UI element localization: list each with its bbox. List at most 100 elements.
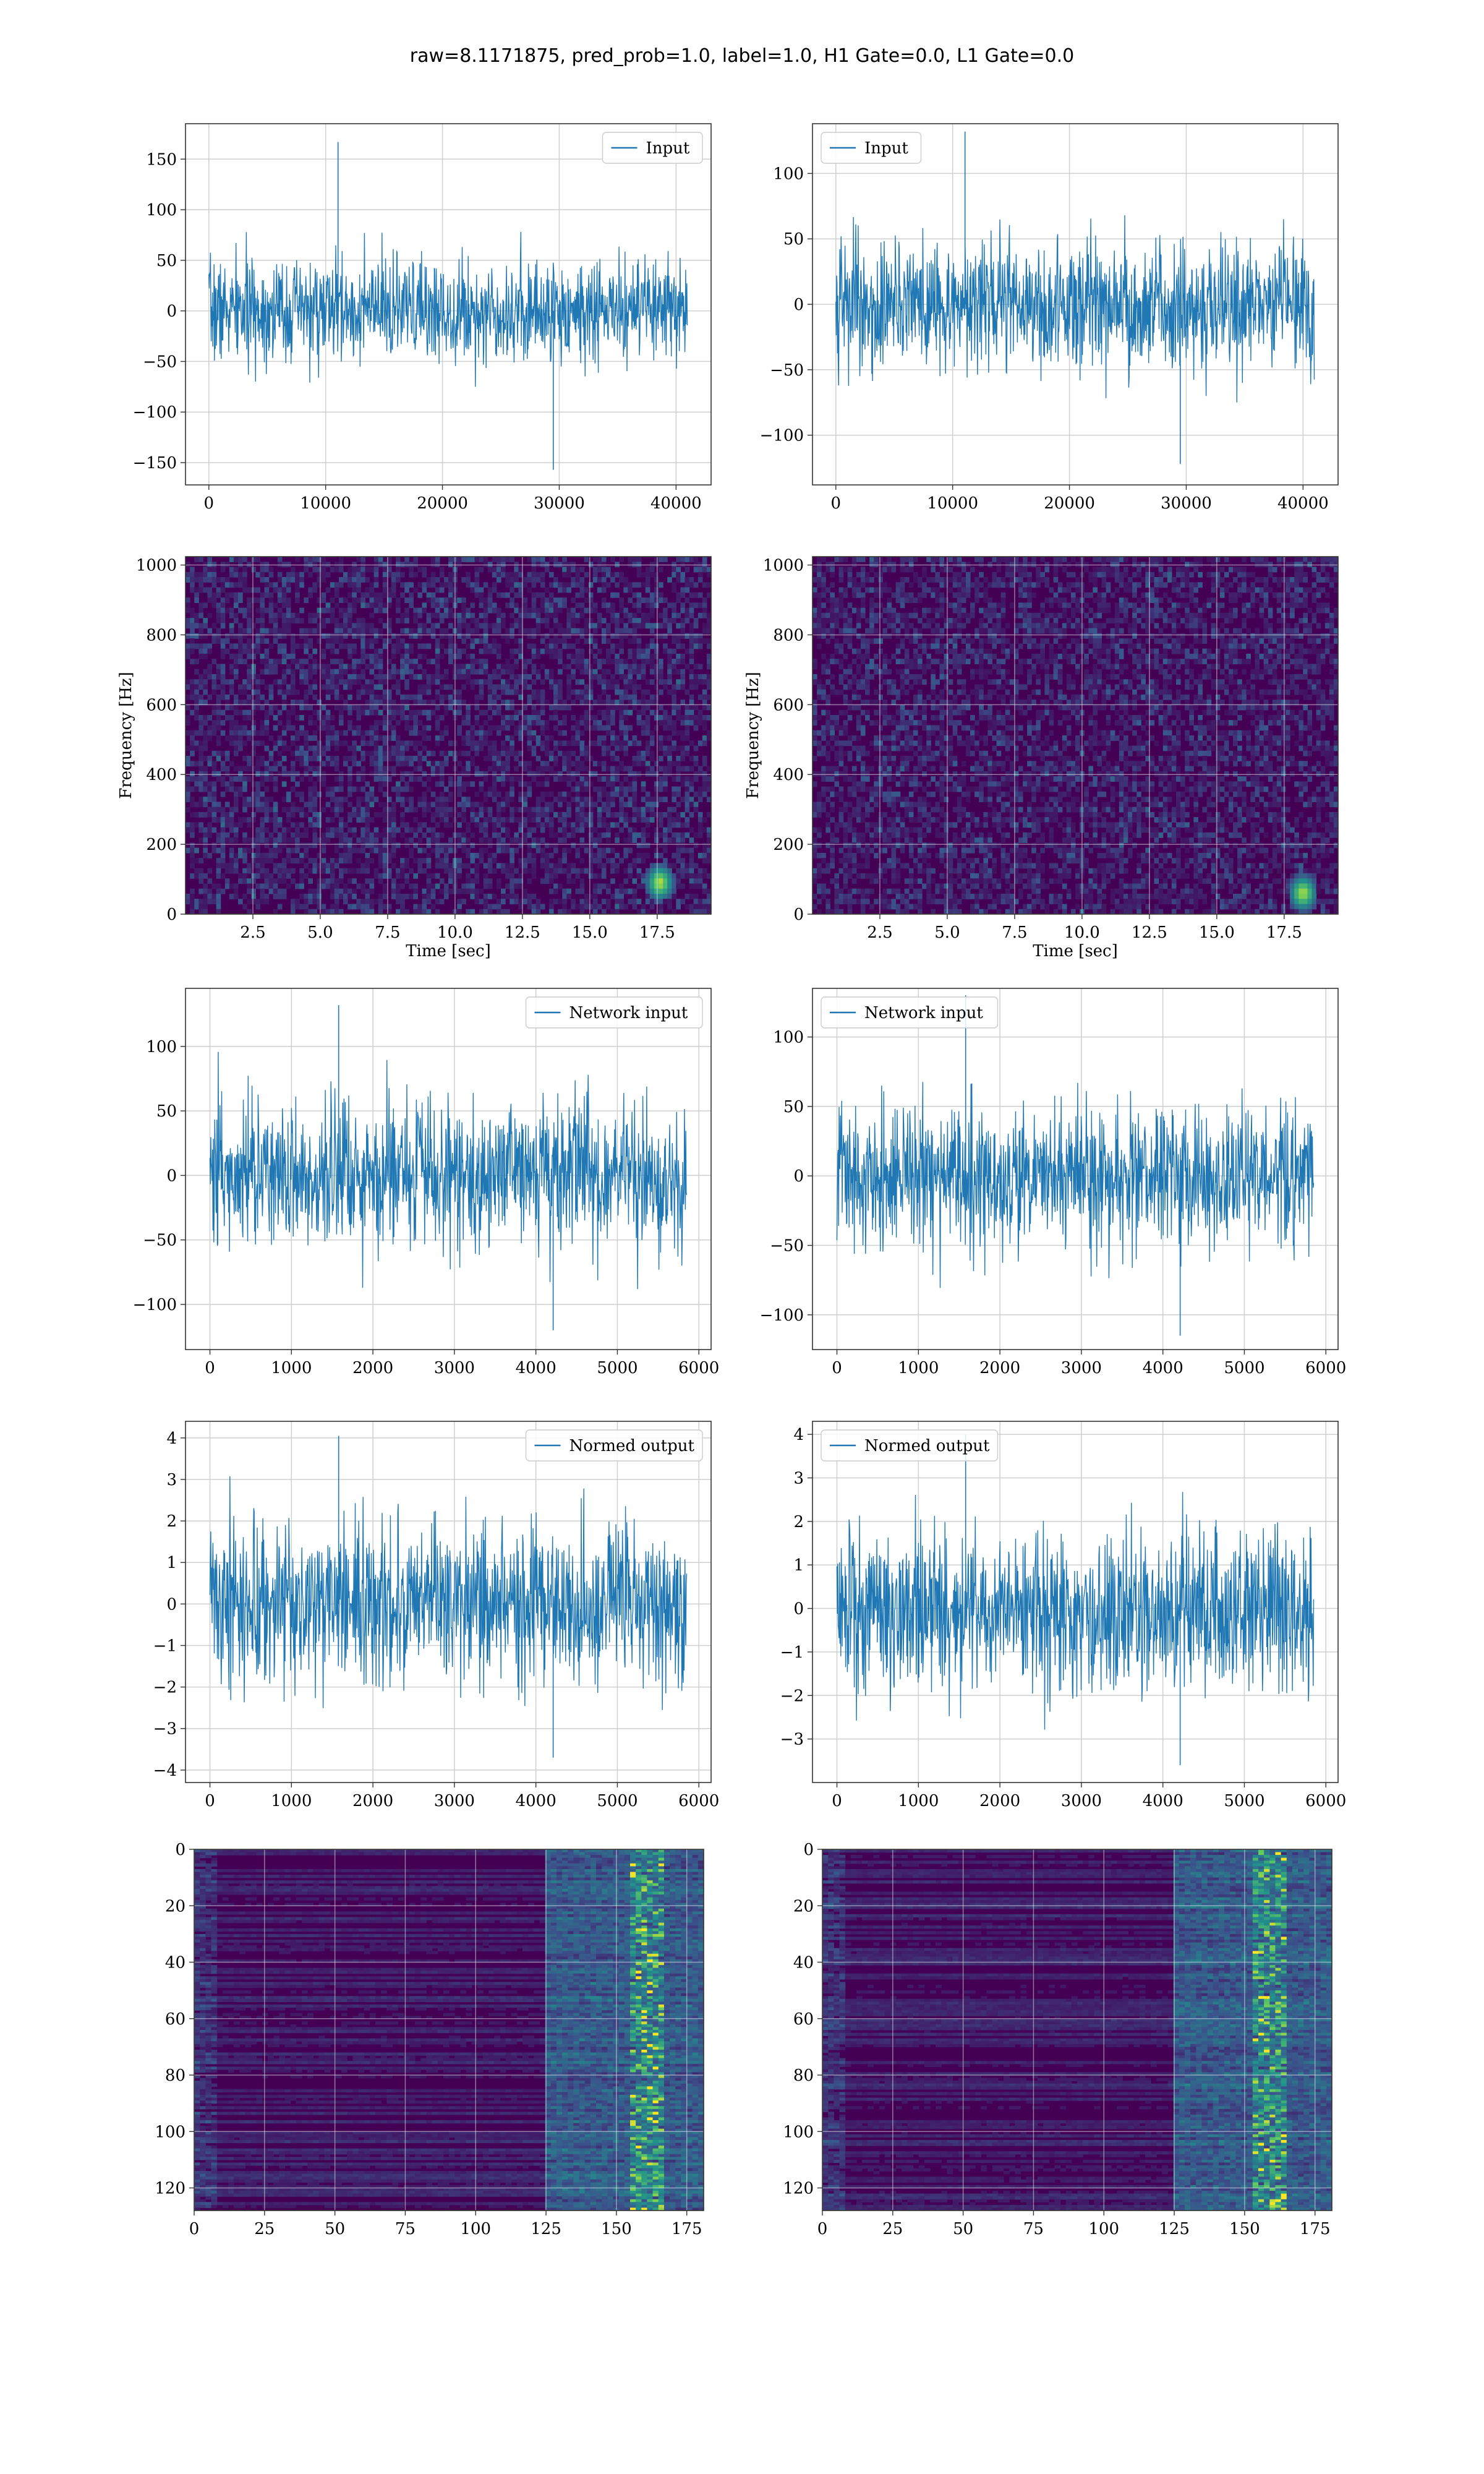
- y-tick-label: −4: [153, 1761, 177, 1780]
- x-tick-label: 125: [531, 2220, 561, 2238]
- y-tick-label: −3: [153, 1720, 177, 1739]
- y-tick-label: 200: [146, 836, 177, 854]
- legend-label: Normed output: [569, 1437, 695, 1455]
- y-tick-label: 800: [773, 626, 804, 644]
- x-tick-label: 20000: [417, 494, 468, 513]
- legend: Input: [602, 132, 703, 164]
- y-tick-label: 100: [146, 1038, 177, 1056]
- charts-group: 0 10000 20000 30000 40000−150−100−5005010015…: [117, 123, 1346, 2238]
- y-tick-label: 50: [156, 252, 177, 270]
- axes-frame: [185, 556, 712, 915]
- y-tick-label: 40: [793, 1954, 814, 1972]
- x-tick-label: 10.0: [437, 923, 473, 942]
- chart-r1c1: 0 10000 20000 30000 40000 −150 −100 −50 0 50 100 15…: [133, 123, 712, 513]
- x-tick-label: 10000: [927, 494, 978, 513]
- x-tick-label: 0: [189, 2220, 200, 2238]
- figure-title: raw=8.1171875, pred_prob=1.0, label=1.0,…: [410, 45, 1074, 67]
- x-tick-label: 5.0: [307, 923, 333, 942]
- x-tick-label: 1000: [898, 1359, 939, 1377]
- x-tick-label: 75: [1023, 2220, 1044, 2238]
- y-tick-label: −1: [153, 1637, 177, 1655]
- x-tick-label: 2000: [979, 1359, 1020, 1377]
- legend: Network input: [821, 996, 999, 1029]
- legend-box: [821, 132, 922, 164]
- y-tick-label: 0: [166, 1595, 177, 1614]
- legend-box: [602, 132, 703, 164]
- x-tick-label: 2000: [352, 1792, 393, 1810]
- grid-lines: [812, 557, 1338, 915]
- x-tick-label: 0: [205, 1792, 215, 1810]
- x-tick-label: 12.5: [1132, 923, 1167, 942]
- y-tick-label: 600: [146, 696, 177, 714]
- x-tick-label: 0: [832, 1792, 842, 1810]
- x-tick-label: 7.5: [1002, 923, 1027, 942]
- chart-r2c2: 2.5 5.0 7.5 10.0 12.5 15.0 17.5 0 200 400 600 800 10…: [744, 556, 1339, 961]
- y-tick-label: 20: [793, 1897, 814, 1915]
- x-tick-label: 75: [395, 2220, 416, 2238]
- chart-r4c2: 0 1000 2000 3000 4000 5000 6000 −3 −2 −1 0 1 2 3 4 Norm…: [780, 1421, 1346, 1810]
- series-line: [209, 1051, 688, 1290]
- legend-box: [821, 1429, 999, 1462]
- y-tick-label: 120: [155, 2180, 186, 2198]
- chart-r5c2: 0 25 50 75 100 125 150 175 0 20 40 60 80 100 120: [783, 1841, 1333, 2238]
- y-tick-label: 3: [166, 1471, 177, 1489]
- y-tick-label: −1: [780, 1643, 804, 1662]
- y-tick-label: −50: [143, 1231, 177, 1250]
- x-tick-label: 5000: [1224, 1359, 1264, 1377]
- y-tick-label: 0: [793, 1600, 804, 1619]
- x-tick-label: 15.0: [572, 923, 608, 942]
- x-tick-label: 50: [325, 2220, 345, 2238]
- x-tick-label: 1000: [271, 1359, 312, 1377]
- x-tick-label: 10.0: [1064, 923, 1100, 942]
- y-tick-label: 100: [783, 2123, 814, 2141]
- x-tick-label: 150: [1229, 2220, 1260, 2238]
- x-tick-label: 3000: [1061, 1792, 1102, 1810]
- y-tick-label: 600: [773, 696, 804, 714]
- x-tick-label: 6000: [1305, 1792, 1346, 1810]
- y-tick-label: 100: [773, 1029, 804, 1047]
- y-tick-label: 400: [146, 766, 177, 784]
- x-tick-label: 7.5: [375, 923, 400, 942]
- x-tick-label: 17.5: [1266, 923, 1302, 942]
- x-tick-label: 20000: [1044, 494, 1095, 513]
- y-tick-label: −3: [780, 1731, 804, 1749]
- x-tick-label: 2.5: [240, 923, 265, 942]
- y-tick-label: −100: [133, 403, 177, 422]
- series-line: [835, 215, 1315, 403]
- y-tick-label: −50: [143, 353, 177, 371]
- legend-label: Network input: [569, 1004, 688, 1022]
- axes-frame: [185, 1421, 712, 1783]
- x-tick-label: 5000: [1224, 1792, 1264, 1810]
- x-axis-label: Time [sec]: [1033, 942, 1118, 961]
- y-tick-label: 2: [166, 1512, 177, 1531]
- legend: Input: [821, 132, 922, 164]
- x-tick-label: 2.5: [867, 923, 892, 942]
- x-tick-label: 5000: [597, 1359, 638, 1377]
- y-tick-label: 400: [773, 766, 804, 784]
- x-tick-label: 4000: [1143, 1792, 1183, 1810]
- x-tick-label: 5000: [597, 1792, 638, 1810]
- x-tick-label: 125: [1159, 2220, 1190, 2238]
- series-line: [209, 1476, 688, 1710]
- x-tick-label: 5.0: [934, 923, 960, 942]
- series-line: [208, 231, 688, 387]
- y-tick-label: 0: [166, 302, 177, 321]
- y-tick-label: 800: [146, 626, 177, 644]
- x-tick-label: 6000: [1305, 1359, 1346, 1377]
- y-tick-label: −2: [780, 1687, 804, 1705]
- series-line: [836, 1492, 1315, 1730]
- x-tick-label: 25: [254, 2220, 275, 2238]
- y-tick-label: −100: [760, 1306, 804, 1325]
- y-tick-label: 100: [773, 165, 804, 183]
- grid-lines: [186, 988, 711, 1350]
- y-axis-label: Frequency [Hz]: [117, 672, 135, 799]
- y-tick-label: −150: [133, 454, 177, 473]
- heatmap-cells: [822, 1849, 1332, 2211]
- y-tick-label: 50: [156, 1102, 177, 1121]
- y-tick-label: 4: [166, 1429, 177, 1448]
- y-tick-label: −50: [770, 361, 804, 380]
- y-tick-label: 50: [783, 230, 804, 249]
- x-tick-label: 1000: [271, 1792, 312, 1810]
- x-tick-label: 3000: [1061, 1359, 1102, 1377]
